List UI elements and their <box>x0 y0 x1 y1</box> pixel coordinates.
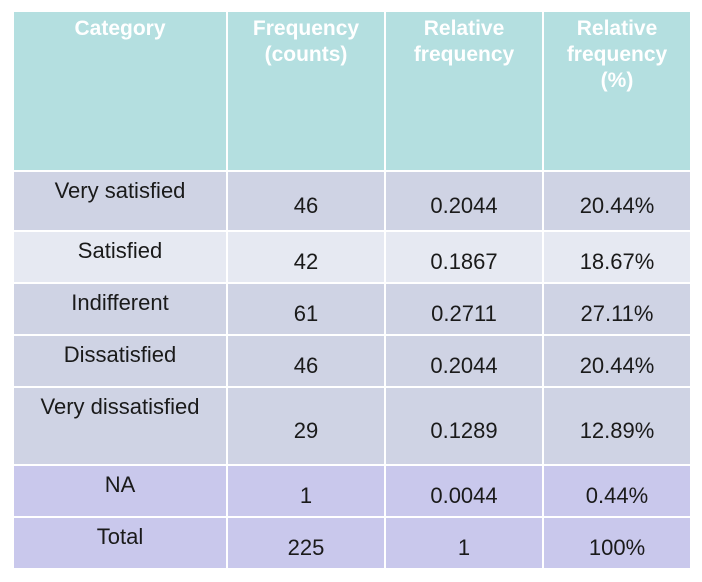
value-cell: 0.0044 <box>384 464 544 518</box>
value-cell: 61 <box>226 282 386 336</box>
header-cell: Relative frequency <box>384 10 544 172</box>
value-cell: 18.67% <box>542 230 692 284</box>
value-cell: 0.2044 <box>384 170 544 232</box>
header-cell: Frequency (counts) <box>226 10 386 172</box>
value-cell: 0.1289 <box>384 386 544 466</box>
value-cell: 42 <box>226 230 386 284</box>
value-cell: 0.2044 <box>384 334 544 388</box>
header-cell: Category <box>12 10 228 172</box>
frequency-table: Category Frequency (counts) Relative frequ… <box>12 10 692 570</box>
value-cell: 12.89% <box>542 386 692 466</box>
table-row: NA 1 0.0044 0.44% <box>12 464 692 518</box>
value-cell: 0.2711 <box>384 282 544 336</box>
header-cell: Relative frequency (%) <box>542 10 692 172</box>
value-cell: 20.44% <box>542 334 692 388</box>
category-cell: Satisfied <box>12 230 228 284</box>
table-body: Very satisfied 46 0.2044 20.44% Satisfied 42 0… <box>12 170 692 570</box>
category-cell: Dissatisfied <box>12 334 228 388</box>
value-cell: 1 <box>226 464 386 518</box>
value-cell: 0.44% <box>542 464 692 518</box>
header-row: Category Frequency (counts) Relative frequ… <box>12 10 692 172</box>
value-cell: 1 <box>384 516 544 570</box>
value-cell: 46 <box>226 170 386 232</box>
table-row: Dissatisfied 46 0.2044 20.44% <box>12 334 692 388</box>
table-header: Category Frequency (counts) Relative frequ… <box>12 10 692 172</box>
table-row: Indifferent 61 0.2711 27.11% <box>12 282 692 336</box>
category-cell: Indifferent <box>12 282 228 336</box>
category-cell: Very dissatisfied <box>12 386 228 466</box>
table-row: Satisfied 42 0.1867 18.67% <box>12 230 692 284</box>
category-cell: NA <box>12 464 228 518</box>
value-cell: 29 <box>226 386 386 466</box>
value-cell: 0.1867 <box>384 230 544 284</box>
table-row: Very satisfied 46 0.2044 20.44% <box>12 170 692 232</box>
value-cell: 46 <box>226 334 386 388</box>
value-cell: 20.44% <box>542 170 692 232</box>
value-cell: 100% <box>542 516 692 570</box>
table-row: Very dissatisfied 29 0.1289 12.89% <box>12 386 692 466</box>
table-row: Total 225 1 100% <box>12 516 692 570</box>
category-cell: Total <box>12 516 228 570</box>
value-cell: 225 <box>226 516 386 570</box>
value-cell: 27.11% <box>542 282 692 336</box>
category-cell: Very satisfied <box>12 170 228 232</box>
